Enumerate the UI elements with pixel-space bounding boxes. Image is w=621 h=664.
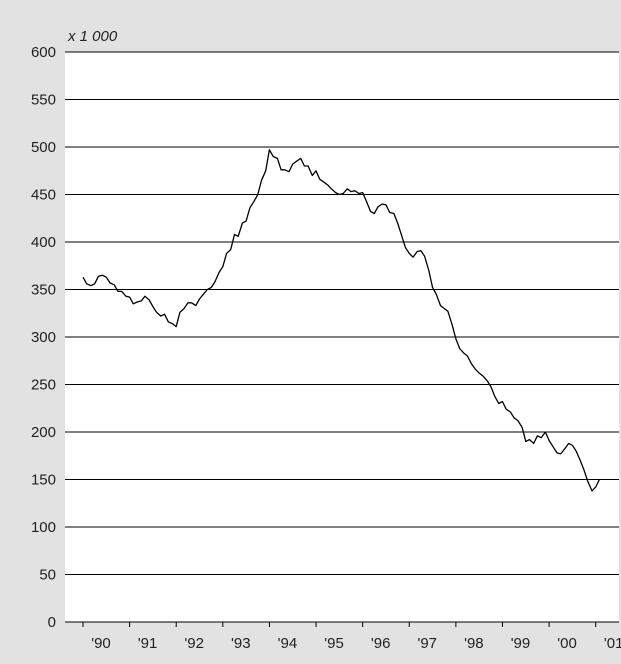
x-tick-label-2: '92 [184,635,204,652]
x-tick-label-10: '00 [557,635,577,652]
y-tick-label-50: 50 [39,567,56,584]
y-tick-label-150: 150 [31,472,56,489]
gridlines [65,51,619,575]
x-tick-label-5: '95 [324,635,344,652]
x-tick-label-1: '91 [138,635,158,652]
x-tick-label-6: '96 [371,635,391,652]
y-axis-tick-labels: 0 50 100 150 200 250 300 350 400 450 500 550 600 [31,44,56,631]
y-tick-label-350: 350 [31,282,56,299]
y-tick-label-200: 200 [31,424,56,441]
x-tick-label-0: '90 [91,635,111,652]
x-axis-ticks: '90 '91 '92 '93 '94 '95 '96 '97 '98 '99 '00 '01 [82,622,621,652]
series-line-0 [82,149,600,492]
series-group [82,149,600,492]
y-tick-label-300: 300 [31,329,56,346]
x-tick-label-3: '93 [231,635,251,652]
y-tick-label-550: 550 [31,92,56,109]
y-tick-label-600: 600 [31,44,56,61]
x-tick-label-8: '98 [464,635,484,652]
x-tick-label-11: '01 [604,635,621,652]
y-tick-label-400: 400 [31,234,56,251]
x-tick-label-9: '99 [511,635,531,652]
y-tick-label-450: 450 [31,187,56,204]
x-tick-label-4: '94 [278,635,298,652]
unit-label: x 1 000 [67,28,118,45]
x-tick-label-7: '97 [417,635,437,652]
y-tick-label-500: 500 [31,139,56,156]
y-tick-label-0: 0 [48,614,56,631]
y-tick-label-250: 250 [31,377,56,394]
y-tick-label-100: 100 [31,519,56,536]
